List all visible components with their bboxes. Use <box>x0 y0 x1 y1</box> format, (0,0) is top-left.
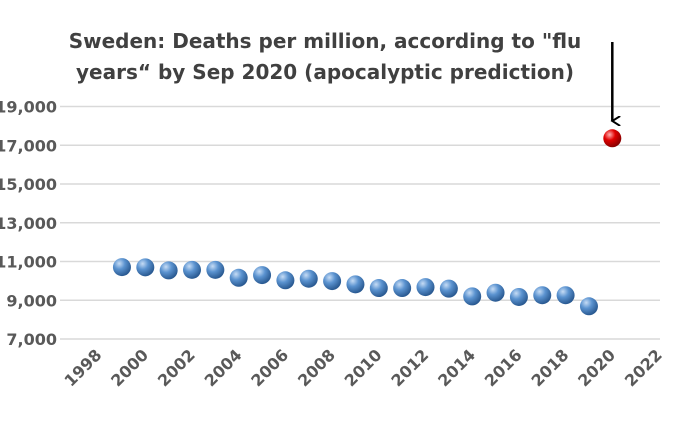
y-tick-label: 15,000 <box>0 175 57 194</box>
x-tick-label: 2004 <box>201 345 246 390</box>
data-point <box>229 268 248 287</box>
data-point <box>533 286 552 305</box>
y-tick-label: 13,000 <box>0 214 57 233</box>
data-point <box>509 287 528 306</box>
data-point <box>463 287 482 306</box>
data-point <box>556 286 575 305</box>
y-tick-label: 17,000 <box>0 136 57 155</box>
data-point <box>369 279 388 298</box>
x-tick-label: 2014 <box>434 345 479 390</box>
x-tick-label: 2006 <box>247 345 292 390</box>
x-tick-label: 2012 <box>387 345 432 390</box>
y-tick-label: 7,000 <box>6 330 57 349</box>
x-tick-label: 2000 <box>107 345 152 390</box>
data-point <box>439 279 458 298</box>
data-point <box>346 275 365 294</box>
data-point <box>299 269 318 288</box>
x-tick-label: 2022 <box>621 345 666 390</box>
y-tick-label: 9,000 <box>6 291 57 310</box>
data-point <box>416 278 435 297</box>
x-tick-label: 2016 <box>481 345 526 390</box>
data-point <box>159 261 178 280</box>
data-point <box>253 266 272 285</box>
x-tick-label: 2010 <box>341 345 386 390</box>
data-point <box>323 272 342 291</box>
data-point-highlight <box>603 129 622 148</box>
y-tick-label: 11,000 <box>0 253 57 272</box>
data-point <box>112 258 131 277</box>
data-point <box>486 283 505 302</box>
x-tick-label: 2018 <box>528 345 573 390</box>
chart-title: Sweden: Deaths per million, according to… <box>68 29 582 84</box>
data-point <box>206 260 225 279</box>
data-point <box>276 271 295 290</box>
data-point <box>136 258 155 277</box>
data-point <box>393 279 412 298</box>
x-tick-label: 2008 <box>294 345 339 390</box>
data-point <box>579 297 598 316</box>
x-tick-label: 1998 <box>61 345 106 390</box>
data-point <box>183 260 201 279</box>
x-tick-label: 2002 <box>154 345 199 390</box>
y-tick-label: 19,000 <box>0 98 57 117</box>
x-tick-label: 2020 <box>574 345 619 390</box>
